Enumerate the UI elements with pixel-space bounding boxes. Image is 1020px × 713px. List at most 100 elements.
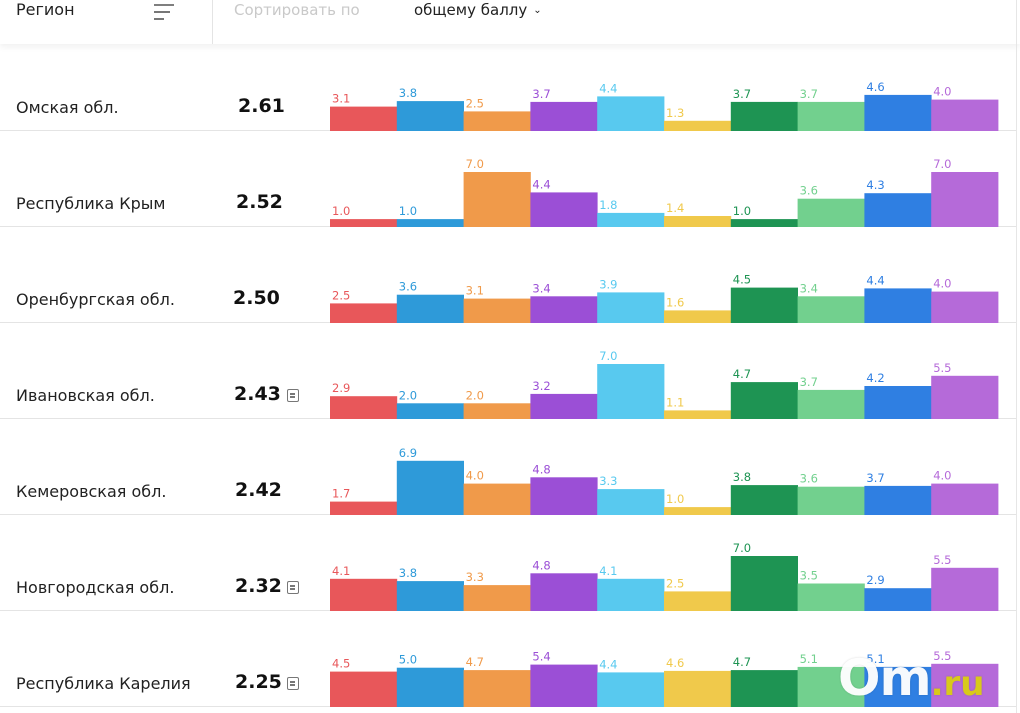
note-icon[interactable] (287, 581, 299, 594)
score-bar-chart: 3.1 3.8 2.5 3.7 4.4 1.3 3.7 3.7 4.6 4.0 (330, 80, 999, 131)
bar-value-label: 1.1 (666, 395, 684, 409)
region-name: Республика Крым (16, 194, 166, 213)
bar (330, 219, 398, 227)
bar (463, 403, 531, 419)
bar (330, 303, 398, 323)
bar (597, 96, 665, 131)
bar (931, 172, 999, 227)
bar-value-label: 3.7 (733, 87, 751, 101)
bar (797, 583, 865, 611)
overall-score: 2.52 (236, 191, 283, 213)
bar-value-label: 4.5 (332, 657, 350, 671)
bar (797, 389, 865, 419)
bar-value-label: 3.6 (800, 184, 818, 198)
overall-score: 2.43 (234, 383, 281, 405)
header-divider (212, 0, 213, 44)
bar (396, 403, 464, 419)
bar-value-label: 3.1 (332, 92, 350, 106)
bar-value-label: 3.9 (599, 277, 617, 291)
bar-value-label: 4.1 (599, 564, 617, 578)
bar-value-label: 3.8 (399, 86, 417, 100)
overall-score: 2.61 (238, 95, 285, 117)
bar-value-label: 4.6 (866, 80, 884, 94)
bar (396, 667, 464, 707)
bar-value-label: 3.7 (866, 471, 884, 485)
bar (931, 375, 999, 419)
bar-value-label: 3.6 (399, 280, 417, 294)
bar (931, 291, 999, 323)
bar-value-label: 4.0 (933, 85, 951, 99)
bar-value-label: 4.4 (599, 657, 617, 671)
bar-value-label: 2.5 (332, 288, 350, 302)
bar (530, 393, 598, 419)
bar-value-label: 4.0 (933, 277, 951, 291)
bar-value-label: 4.6 (666, 656, 684, 670)
bar (530, 664, 598, 707)
score-bar-chart: 2.5 3.6 3.1 3.4 3.9 1.6 4.5 3.4 4.4 4.0 (330, 273, 999, 323)
bar-value-label: 4.1 (332, 564, 350, 578)
bar (730, 556, 798, 611)
bar-value-label: 1.4 (666, 201, 684, 215)
bar (463, 298, 531, 323)
region-name: Оренбургская обл. (16, 290, 175, 309)
bar (597, 672, 665, 707)
bar-value-label: 1.6 (666, 295, 684, 309)
note-icon[interactable] (287, 389, 299, 402)
bar (797, 198, 865, 227)
bar-value-label: 3.5 (800, 569, 818, 583)
table-row[interactable]: Республика Крым 2.52 1.0 1.0 7.0 4.4 1.8 1.4 1.0… (0, 131, 1016, 227)
bar (797, 486, 865, 515)
bar-value-label: 1.0 (666, 492, 684, 506)
table-row[interactable]: Омская обл. 2.61 3.1 3.8 2.5 3.7 4.4 1.3 3.7 3.7 4… (0, 35, 1016, 131)
sort-label: Сортировать по (234, 1, 360, 19)
score-bar-chart: 2.9 2.0 2.0 3.2 7.0 1.1 4.7 3.7 4.2 5.5 (330, 349, 999, 419)
bar (797, 666, 865, 707)
bar (330, 671, 398, 707)
score-bar-chart: 1.7 6.9 4.0 4.8 3.3 1.0 3.8 3.6 3.7 4.0 (330, 446, 999, 515)
sort-dropdown[interactable]: общему баллу ⌄ (414, 0, 542, 21)
bar (797, 296, 865, 323)
bar (597, 364, 665, 419)
bar (463, 111, 531, 131)
bar-value-label: 3.8 (733, 470, 751, 484)
bar (330, 578, 398, 611)
bar (864, 193, 932, 227)
filter-icon[interactable] (150, 2, 178, 22)
bar (396, 219, 464, 227)
bar (530, 296, 598, 323)
region-name: Ивановская обл. (16, 386, 155, 405)
bar-value-label: 1.3 (666, 106, 684, 120)
bar (530, 192, 598, 227)
overall-score: 2.50 (233, 287, 280, 309)
sort-value: общему баллу (414, 1, 528, 19)
bar-value-label: 3.4 (800, 281, 818, 295)
bar-value-label: 4.8 (532, 462, 550, 476)
bar-value-label: 4.4 (866, 273, 884, 287)
table-row[interactable]: Республика Карелия 2.25 4.5 5.0 4.7 5.4 4.4 4.6… (0, 611, 1016, 707)
bar (864, 485, 932, 515)
bar-value-label: 2.9 (866, 573, 884, 587)
bar-value-label: 3.6 (800, 472, 818, 486)
bar-value-label: 2.9 (332, 381, 350, 395)
bar-value-label: 5.5 (933, 361, 951, 375)
bar (730, 485, 798, 515)
note-icon[interactable] (287, 677, 299, 690)
bar (730, 670, 798, 707)
region-column-header[interactable]: Регион (16, 0, 75, 19)
table-row[interactable]: Оренбургская обл. 2.50 2.5 3.6 3.1 3.4 3.9 1.6 4… (0, 227, 1016, 323)
table-row[interactable]: Кемеровская обл. 2.42 1.7 6.9 4.0 4.8 3.3 1.0 3.… (0, 419, 1016, 515)
bar (931, 663, 999, 707)
overall-score: 2.25 (235, 671, 282, 693)
region-name: Кемеровская обл. (16, 482, 167, 501)
region-name: Республика Карелия (16, 674, 191, 693)
bar (664, 310, 732, 323)
bar-value-label: 4.0 (466, 469, 484, 483)
bar (797, 101, 865, 131)
bar-value-label: 1.0 (332, 204, 350, 218)
score-bar-chart: 4.1 3.8 3.3 4.8 4.1 2.5 7.0 3.5 2.9 5.5 (330, 541, 999, 611)
table-row[interactable]: Новгородская обл. 2.32 4.1 3.8 3.3 4.8 4.1 2.5 7… (0, 515, 1016, 611)
region-name: Омская обл. (16, 98, 119, 117)
bar-value-label: 4.7 (733, 367, 751, 381)
table-row[interactable]: Ивановская обл. 2.43 2.9 2.0 2.0 3.2 7.0 1.1 4.7… (0, 323, 1016, 419)
right-border (1016, 0, 1017, 713)
